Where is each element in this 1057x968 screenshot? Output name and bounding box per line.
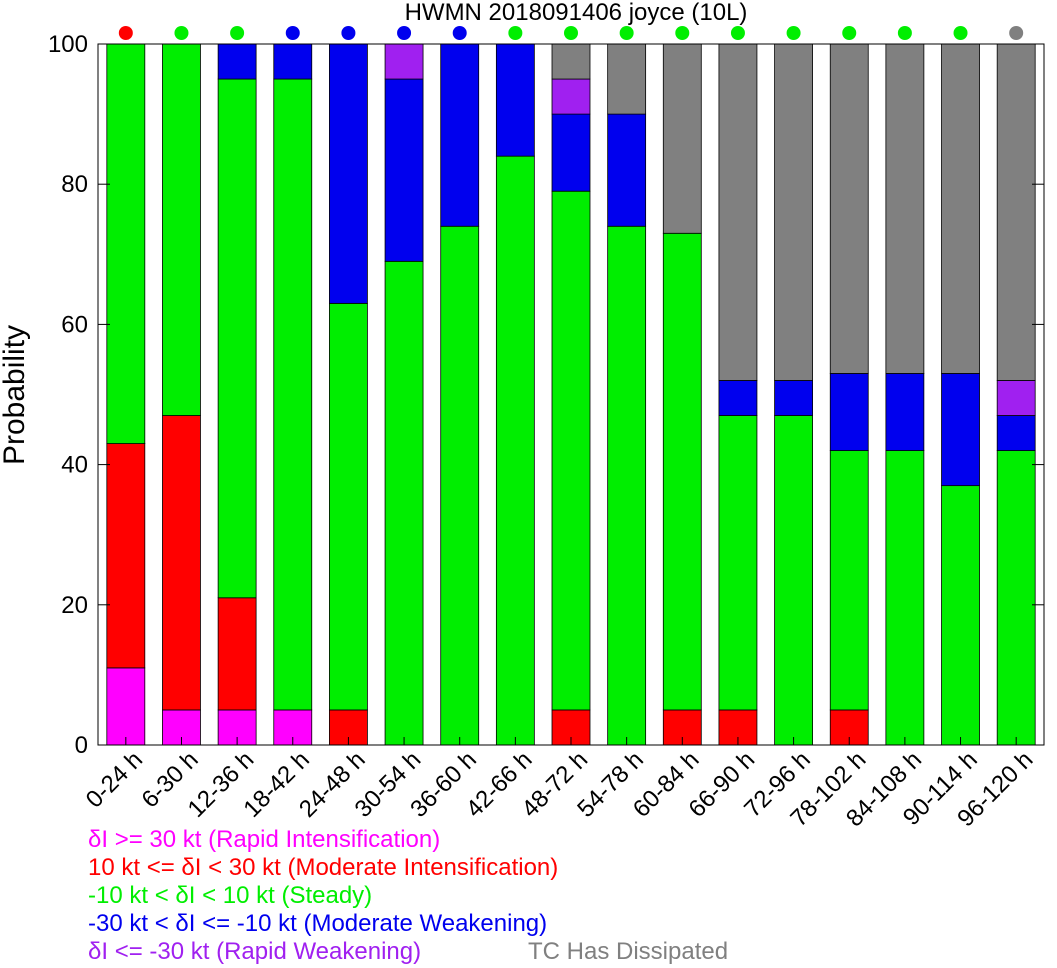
top-marker-16 xyxy=(1009,26,1024,40)
bar-segment-rw-8 xyxy=(551,78,591,115)
top-marker-13 xyxy=(842,26,857,40)
bar-segment-mw-2 xyxy=(217,43,257,80)
bar-segment-st-16 xyxy=(996,450,1036,746)
x-tick-label-0: 0-24 h xyxy=(81,746,148,813)
legend-steady: -10 kt < δI < 10 kt (Steady) xyxy=(88,882,373,909)
bar-segment-rw-5 xyxy=(384,43,424,80)
top-marker-3 xyxy=(285,26,300,40)
legend-rapid-intensification: δI >= 30 kt (Rapid Intensification) xyxy=(88,826,441,853)
top-marker-8 xyxy=(564,26,578,40)
bar-segment-dis-14 xyxy=(885,43,925,374)
bar-segment-dis-8 xyxy=(551,43,591,80)
bar-segment-mi-1 xyxy=(162,415,201,711)
bar-segment-dis-15 xyxy=(941,43,980,374)
bar-segment-st-15 xyxy=(941,485,980,746)
bar-segment-dis-16 xyxy=(996,43,1036,381)
y-tick-label-1: 20 xyxy=(61,592,88,619)
top-marker-7 xyxy=(508,26,523,40)
bar-segment-mw-5 xyxy=(384,78,424,262)
top-marker-5 xyxy=(397,26,412,40)
bar-segment-st-12 xyxy=(774,415,813,746)
bar-segment-st-4 xyxy=(329,302,368,711)
top-marker-0 xyxy=(118,26,133,40)
bar-segment-mw-12 xyxy=(774,380,813,416)
bar-segment-st-8 xyxy=(551,190,591,711)
bar-segment-dis-13 xyxy=(829,43,869,374)
chart-title: HWMN 2018091406 joyce (10L) xyxy=(405,0,748,26)
top-marker-1 xyxy=(174,26,189,40)
top-markers-group xyxy=(118,26,1024,40)
y-tick-label-3: 60 xyxy=(61,311,88,338)
bar-segment-st-11 xyxy=(718,415,758,711)
bar-segment-st-13 xyxy=(829,450,869,711)
bar-segment-dis-12 xyxy=(774,43,813,381)
top-marker-14 xyxy=(897,26,912,40)
bar-segment-dis-11 xyxy=(718,43,758,381)
bar-segment-ri-0 xyxy=(106,667,146,746)
legend: δI >= 30 kt (Rapid Intensification) 10 k… xyxy=(88,826,558,966)
bar-segment-mi-2 xyxy=(217,597,257,711)
y-tick-label-5: 100 xyxy=(48,31,88,58)
bar-segment-dis-10 xyxy=(662,43,702,234)
top-marker-15 xyxy=(953,26,968,40)
bar-segment-dis-9 xyxy=(607,43,647,115)
bar-segment-mw-8 xyxy=(551,113,591,192)
bar-segment-mw-14 xyxy=(885,373,925,451)
x-tick-labels: 0-24 h6-30 h12-36 h18-42 h24-48 h30-54 h… xyxy=(81,746,1039,832)
top-marker-10 xyxy=(675,26,690,40)
bars-group xyxy=(106,43,1036,746)
top-marker-11 xyxy=(730,26,745,40)
bar-segment-mw-16 xyxy=(996,415,1036,451)
top-marker-12 xyxy=(786,26,801,40)
bar-segment-rw-16 xyxy=(996,380,1036,416)
bar-segment-st-7 xyxy=(495,155,535,746)
bar-segment-st-10 xyxy=(662,232,702,711)
bar-segment-st-2 xyxy=(217,78,257,599)
bar-segment-st-14 xyxy=(885,450,925,746)
y-axis-label: Probability xyxy=(0,325,31,465)
bar-segment-st-3 xyxy=(273,78,313,711)
top-marker-2 xyxy=(230,26,245,40)
bar-segment-mw-3 xyxy=(273,43,313,80)
bar-segment-mw-13 xyxy=(829,373,869,451)
y-tick-label-0: 0 xyxy=(75,732,88,759)
legend-moderate-weakening: -30 kt < δI <= -10 kt (Moderate Weakenin… xyxy=(88,910,548,937)
legend-tc-dissipated: TC Has Dissipated xyxy=(528,938,729,965)
bar-segment-mw-11 xyxy=(718,380,758,416)
bar-segment-st-1 xyxy=(162,43,201,416)
bar-segment-st-0 xyxy=(106,43,146,444)
bar-segment-st-6 xyxy=(440,225,480,746)
legend-rapid-weakening: δI <= -30 kt (Rapid Weakening) xyxy=(88,938,422,965)
bar-segment-mw-4 xyxy=(329,43,368,304)
bar-segment-st-9 xyxy=(607,225,647,746)
y-tick-labels: 0 20 40 60 80 100 xyxy=(48,31,88,759)
y-tick-label-4: 80 xyxy=(61,171,88,198)
top-marker-4 xyxy=(341,26,356,40)
y-tick-label-2: 40 xyxy=(61,452,88,479)
bar-segment-mw-15 xyxy=(941,373,980,487)
top-marker-6 xyxy=(452,26,467,40)
top-marker-9 xyxy=(619,26,634,40)
bar-segment-mw-6 xyxy=(440,43,480,227)
legend-moderate-intensification: 10 kt <= δI < 30 kt (Moderate Intensific… xyxy=(88,854,559,881)
bar-segment-mw-9 xyxy=(607,113,647,227)
bar-segment-mi-0 xyxy=(106,443,146,669)
bar-segment-mw-7 xyxy=(495,43,535,157)
axes-group xyxy=(97,43,1045,746)
bar-segment-st-5 xyxy=(384,260,424,746)
